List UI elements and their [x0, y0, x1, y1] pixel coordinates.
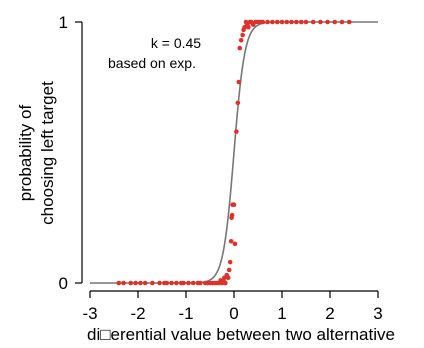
- data-point: [303, 19, 309, 25]
- data-point: [265, 19, 270, 25]
- points-layer: [116, 19, 352, 286]
- annotation-k: k = 0.45: [151, 35, 201, 51]
- y-axis-title-line-1: probability of: [16, 105, 35, 202]
- data-point: [235, 100, 241, 106]
- data-point: [229, 212, 235, 218]
- data-point: [332, 19, 338, 25]
- x-tick-label: 2: [325, 304, 334, 323]
- data-point: [226, 267, 232, 273]
- data-point: [237, 45, 243, 51]
- data-point: [116, 280, 122, 286]
- x-tick-label: -3: [82, 304, 97, 323]
- data-point: [142, 280, 148, 286]
- data-point: [240, 32, 245, 38]
- data-point: [225, 275, 231, 281]
- data-point: [133, 280, 138, 286]
- y-ticks: 01: [59, 13, 82, 293]
- data-point: [238, 37, 244, 43]
- x-tick-label: -2: [130, 304, 145, 323]
- data-point: [164, 280, 170, 286]
- data-point: [223, 280, 228, 286]
- data-point: [346, 19, 352, 25]
- data-point: [231, 202, 237, 207]
- data-point: [174, 280, 179, 286]
- fitted-curve: [90, 21, 378, 284]
- x-ticks: -3 -2 -1 0 1 2 3: [82, 291, 383, 323]
- data-point: [260, 19, 266, 25]
- data-point: [294, 19, 299, 25]
- y-tick-label: 0: [59, 274, 68, 293]
- data-point: [128, 280, 134, 286]
- x-tick-label: 1: [277, 304, 286, 323]
- curve-layer: [90, 21, 378, 284]
- data-point: [227, 259, 233, 265]
- data-point: [228, 238, 234, 244]
- data-point: [325, 19, 330, 25]
- data-point: [138, 280, 143, 286]
- annotation-based-on: based on exp.: [108, 55, 196, 71]
- x-tick-label: 3: [373, 304, 382, 323]
- data-point: [298, 19, 304, 25]
- data-point: [232, 241, 238, 247]
- x-axis-title: di□erential value between two alternativ…: [87, 325, 395, 344]
- data-point: [236, 79, 242, 85]
- data-point: [274, 19, 280, 25]
- data-point: [339, 19, 345, 25]
- data-point: [310, 19, 316, 25]
- data-point: [181, 280, 186, 286]
- data-point: [270, 19, 275, 25]
- data-point: [289, 19, 294, 25]
- data-point: [198, 280, 203, 286]
- data-point: [318, 19, 323, 25]
- data-point: [169, 280, 174, 286]
- y-tick-label: 1: [59, 13, 68, 32]
- data-point: [279, 19, 285, 25]
- data-point: [246, 24, 251, 30]
- x-tick-label: -1: [178, 304, 193, 323]
- data-point: [284, 19, 290, 25]
- data-point: [234, 129, 239, 134]
- y-axis-title-line-2: choosing left target: [38, 81, 57, 225]
- data-point: [150, 280, 155, 286]
- x-tick-label: 0: [229, 304, 238, 323]
- data-point: [157, 280, 162, 286]
- data-point: [190, 280, 196, 286]
- data-point: [121, 280, 126, 286]
- data-point: [186, 280, 191, 286]
